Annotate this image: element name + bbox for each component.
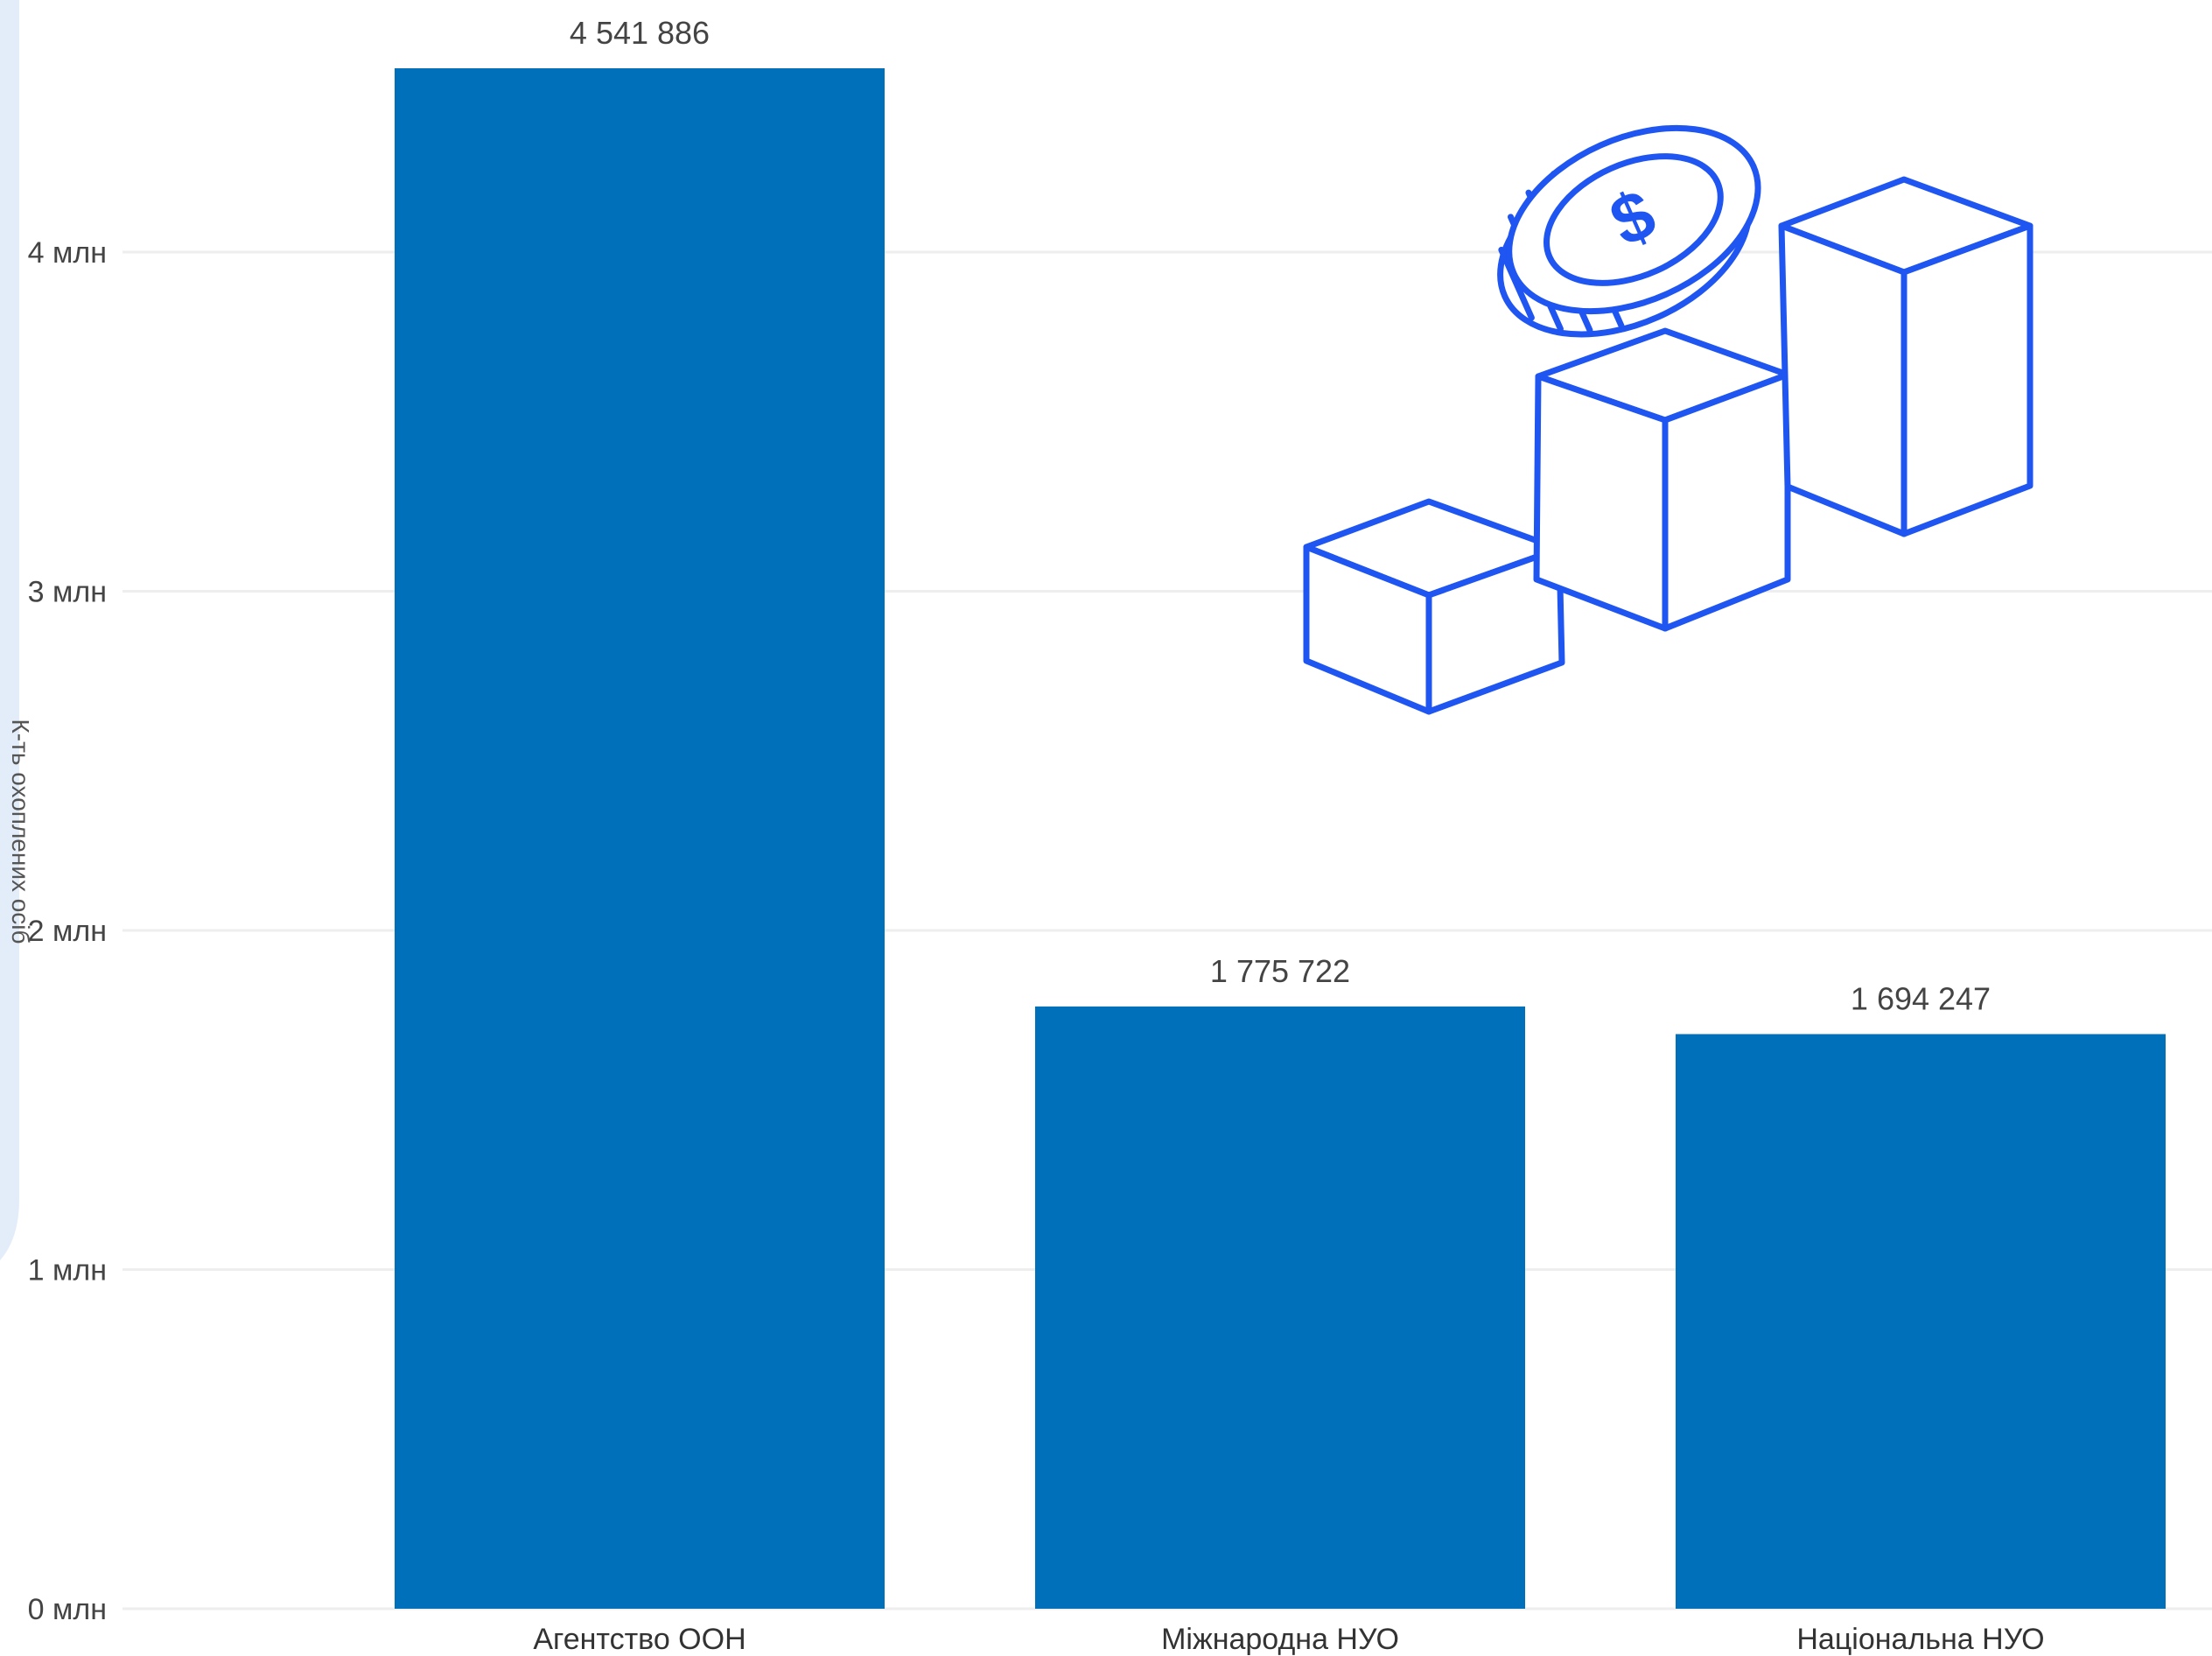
cube-tall-icon: [1778, 176, 2034, 537]
x-category-label: Міжнародна НУО: [1161, 1623, 1399, 1656]
bar: [1035, 1006, 1525, 1609]
y-tick-label: 1 млн: [28, 1253, 107, 1287]
y-tick-label: 4 млн: [28, 236, 107, 270]
x-category-label: Агентство ООН: [533, 1623, 746, 1656]
cube-small-icon: [1303, 498, 1565, 715]
x-axis-categories: Агентство ООН Міжнародна НУО Національна Н…: [533, 1623, 2044, 1656]
y-tick-label: 0 млн: [28, 1593, 107, 1626]
bar: [1676, 1034, 2166, 1609]
data-labels: 4 541 886 1 775 722 1 694 247: [570, 15, 1991, 1016]
y-tick-label: 3 млн: [28, 575, 107, 608]
bars: [395, 68, 2166, 1609]
y-axis-title: К-ть охоплених осіб: [7, 719, 34, 944]
y-axis-ticks: 0 млн 1 млн 2 млн 3 млн 4 млн: [28, 236, 107, 1626]
coin-and-cubes-icon: $: [1303, 124, 2034, 715]
coin-icon: $: [1497, 124, 1761, 338]
bar-data-label: 1 775 722: [1210, 953, 1350, 989]
bar: [395, 68, 885, 1609]
y-tick-label: 2 млн: [28, 915, 107, 948]
bar-data-label: 1 694 247: [1851, 980, 1991, 1016]
side-panel-decoration: [0, 0, 19, 1260]
cube-medium-icon: [1533, 327, 1791, 632]
bar-data-label: 4 541 886: [570, 15, 710, 51]
x-category-label: Національна НУО: [1796, 1623, 2044, 1656]
